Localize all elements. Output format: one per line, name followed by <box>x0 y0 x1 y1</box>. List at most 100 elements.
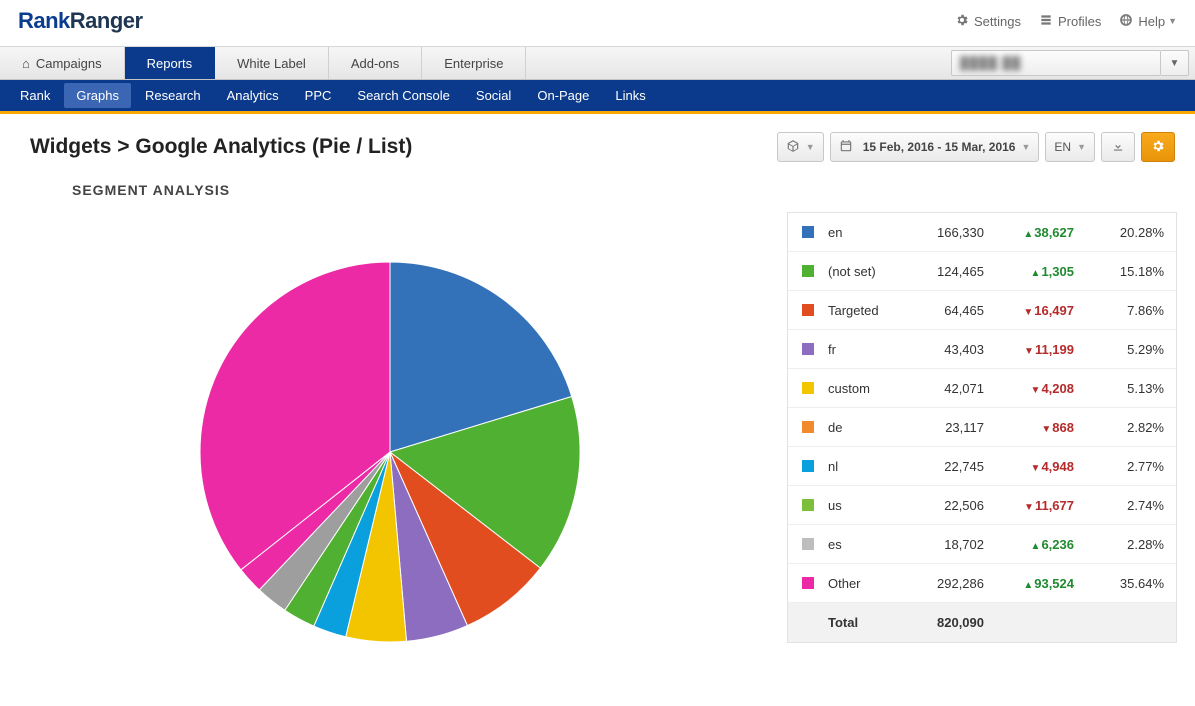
content: Widgets > Google Analytics (Pie / List) … <box>0 114 1195 706</box>
top-bar: RankRanger Settings Profiles Help ▼ <box>0 0 1195 46</box>
settings-label: Settings <box>974 14 1021 29</box>
row-delta: ▼4,948 <box>984 459 1074 474</box>
sub-nav-rank[interactable]: Rank <box>8 83 62 108</box>
row-value: 124,465 <box>906 264 984 279</box>
profiles-label: Profiles <box>1058 14 1101 29</box>
date-range-text: 15 Feb, 2016 - 15 Mar, 2016 <box>863 140 1016 154</box>
row-label: (not set) <box>828 264 906 279</box>
chevron-down-icon: ▼ <box>1168 16 1177 26</box>
tab-campaigns[interactable]: ⌂ Campaigns <box>0 47 125 79</box>
tab-white-label[interactable]: White Label <box>215 47 329 79</box>
row-delta: ▼4,208 <box>984 381 1074 396</box>
pie-chart-wrap <box>12 212 767 682</box>
table-row[interactable]: custom42,071▼4,2085.13% <box>788 369 1176 408</box>
brand-logo[interactable]: RankRanger <box>18 8 143 34</box>
color-swatch <box>802 538 814 550</box>
row-value: 42,071 <box>906 381 984 396</box>
table-row[interactable]: en166,330▲38,62720.28% <box>788 213 1176 252</box>
globe-icon <box>1119 13 1133 30</box>
sub-nav-analytics[interactable]: Analytics <box>215 83 291 108</box>
tab-addons[interactable]: Add-ons <box>329 47 422 79</box>
account-dropdown-caret[interactable]: ▼ <box>1161 50 1189 76</box>
sub-nav-social[interactable]: Social <box>464 83 523 108</box>
color-swatch <box>802 265 814 277</box>
table-row[interactable]: es18,702▲6,2362.28% <box>788 525 1176 564</box>
pie-chart <box>150 222 630 682</box>
profiles-icon <box>1039 13 1053 30</box>
table-row[interactable]: Targeted64,465▼16,4977.86% <box>788 291 1176 330</box>
table-row[interactable]: nl22,745▼4,9482.77% <box>788 447 1176 486</box>
tab-addons-label: Add-ons <box>351 56 399 71</box>
sub-nav-ppc[interactable]: PPC <box>293 83 344 108</box>
row-label: us <box>828 498 906 513</box>
sub-nav: RankGraphsResearchAnalyticsPPCSearch Con… <box>0 80 1195 114</box>
brand-part1: Rank <box>18 8 70 33</box>
sub-nav-search-console[interactable]: Search Console <box>345 83 462 108</box>
table-row[interactable]: (not set)124,465▲1,30515.18% <box>788 252 1176 291</box>
row-percent: 2.74% <box>1074 498 1176 513</box>
row-percent: 2.77% <box>1074 459 1176 474</box>
color-swatch <box>802 343 814 355</box>
color-swatch <box>802 421 814 433</box>
cube-button[interactable]: ▼ <box>777 132 824 162</box>
sub-nav-graphs[interactable]: Graphs <box>64 83 131 108</box>
download-button[interactable] <box>1101 132 1135 162</box>
table-row[interactable]: us22,506▼11,6772.74% <box>788 486 1176 525</box>
sub-nav-on-page[interactable]: On-Page <box>525 83 601 108</box>
row-label: Other <box>828 576 906 591</box>
tab-reports-label: Reports <box>147 56 193 71</box>
row-percent: 15.18% <box>1074 264 1176 279</box>
tab-reports[interactable]: Reports <box>125 47 216 79</box>
main-tabs: ⌂ Campaigns Reports White Label Add-ons … <box>0 46 1195 80</box>
row-value: 23,117 <box>906 420 984 435</box>
table-row[interactable]: de23,117▼8682.82% <box>788 408 1176 447</box>
row-delta: ▲6,236 <box>984 537 1074 552</box>
tab-enterprise[interactable]: Enterprise <box>422 47 526 79</box>
help-label: Help <box>1138 14 1165 29</box>
sub-nav-links[interactable]: Links <box>603 83 657 108</box>
row-label: en <box>828 225 906 240</box>
data-table: en166,330▲38,62720.28%(not set)124,465▲1… <box>787 212 1177 643</box>
row-value: 43,403 <box>906 342 984 357</box>
profiles-link[interactable]: Profiles <box>1039 13 1101 30</box>
tab-enterprise-label: Enterprise <box>444 56 503 71</box>
row-value: 18,702 <box>906 537 984 552</box>
row-label: Targeted <box>828 303 906 318</box>
page-title: Widgets > Google Analytics (Pie / List) <box>30 135 412 159</box>
color-swatch <box>802 617 814 629</box>
row-delta: ▲93,524 <box>984 576 1074 591</box>
gear-icon <box>1151 139 1165 156</box>
table-row[interactable]: Other292,286▲93,52435.64% <box>788 564 1176 603</box>
download-icon <box>1111 139 1125 156</box>
chevron-down-icon: ▼ <box>1021 142 1030 152</box>
row-value: 64,465 <box>906 303 984 318</box>
lang-button[interactable]: EN ▼ <box>1045 132 1095 162</box>
toolbar: ▼ 15 Feb, 2016 - 15 Mar, 2016 ▼ EN ▼ <box>777 132 1175 162</box>
tab-spacer <box>526 47 951 79</box>
content-header: Widgets > Google Analytics (Pie / List) … <box>30 132 1183 162</box>
table-row[interactable]: fr43,403▼11,1995.29% <box>788 330 1176 369</box>
gear-icon <box>955 13 969 30</box>
top-utility-links: Settings Profiles Help ▼ <box>955 13 1177 30</box>
color-swatch <box>802 460 814 472</box>
segment-title: SEGMENT ANALYSIS <box>72 182 1183 198</box>
chevron-down-icon: ▼ <box>806 142 815 152</box>
row-value: 292,286 <box>906 576 984 591</box>
calendar-icon <box>839 139 853 156</box>
sub-nav-research[interactable]: Research <box>133 83 213 108</box>
home-icon: ⌂ <box>22 56 30 71</box>
cube-icon <box>786 139 800 156</box>
settings-gear-button[interactable] <box>1141 132 1175 162</box>
date-range-button[interactable]: 15 Feb, 2016 - 15 Mar, 2016 ▼ <box>830 132 1040 162</box>
account-dropdown[interactable]: ████ ██ ▼ <box>951 47 1195 79</box>
row-label: es <box>828 537 906 552</box>
row-label: nl <box>828 459 906 474</box>
settings-link[interactable]: Settings <box>955 13 1021 30</box>
lang-text: EN <box>1054 140 1071 154</box>
chevron-down-icon: ▼ <box>1077 142 1086 152</box>
brand-part2: Ranger <box>70 8 143 33</box>
help-link[interactable]: Help ▼ <box>1119 13 1177 30</box>
account-dropdown-box[interactable]: ████ ██ <box>951 50 1161 76</box>
row-delta: ▼16,497 <box>984 303 1074 318</box>
row-percent: 2.82% <box>1074 420 1176 435</box>
